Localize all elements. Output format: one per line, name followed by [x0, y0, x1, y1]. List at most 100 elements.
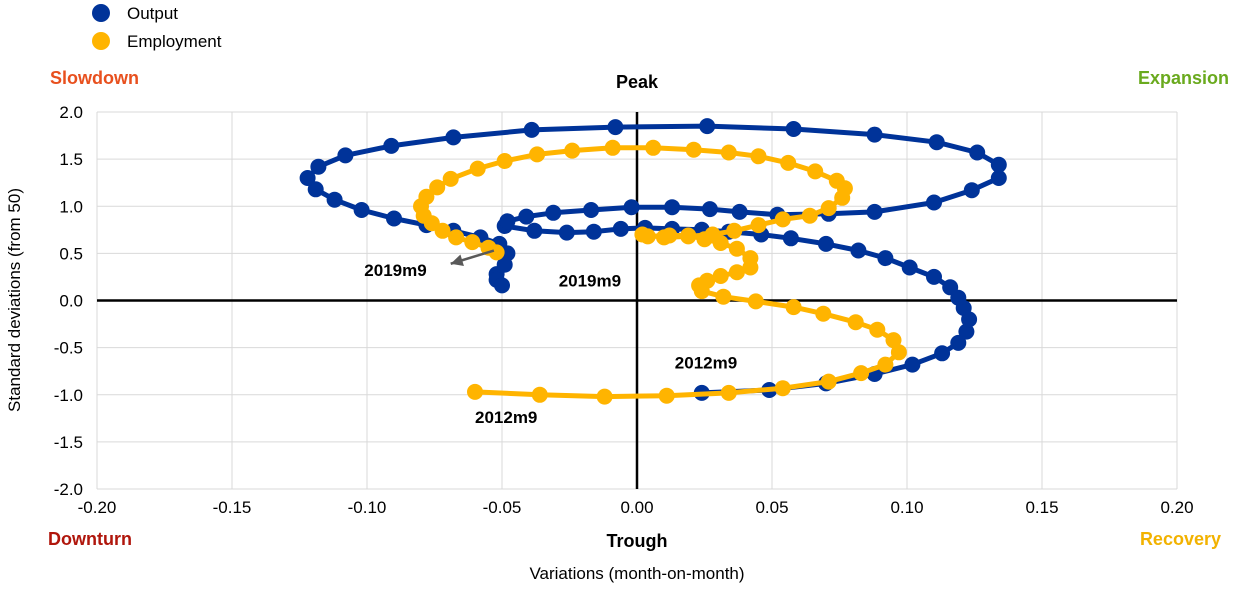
y-tick-label: -2.0	[54, 480, 83, 499]
point-output	[310, 158, 327, 175]
y-tick-label: 1.0	[59, 197, 83, 216]
point-employment	[828, 172, 845, 189]
point-employment	[780, 154, 797, 171]
quadrant-label-downturn: Downturn	[48, 529, 132, 549]
point-employment	[680, 228, 697, 245]
point-output	[950, 334, 967, 351]
point-employment	[785, 299, 802, 316]
series-employment	[413, 139, 907, 405]
point-output	[558, 224, 575, 241]
point-employment	[807, 163, 824, 180]
point-employment	[774, 211, 791, 228]
point-output	[612, 220, 629, 237]
annotation-label: 2012m9	[675, 353, 737, 372]
point-employment	[774, 380, 791, 397]
point-output	[782, 230, 799, 247]
point-output	[701, 201, 718, 218]
x-tick-labels: -0.20 -0.15 -0.10 -0.05 0.00 0.05 0.10 0.15 0.20	[78, 498, 1194, 517]
point-employment	[885, 332, 902, 349]
point-employment	[847, 314, 864, 331]
point-output	[518, 208, 535, 225]
axes	[97, 112, 1177, 489]
point-employment	[488, 244, 505, 261]
point-output	[926, 268, 942, 285]
x-tick-label: 0.20	[1160, 498, 1193, 517]
point-output	[326, 191, 343, 208]
point-output	[353, 202, 370, 218]
point-output	[607, 119, 624, 136]
y-axis-title: Standard deviations (from 50)	[5, 188, 24, 412]
y-tick-label: 0.5	[59, 244, 83, 263]
point-employment	[645, 139, 662, 156]
point-output	[969, 144, 986, 161]
point-employment	[704, 226, 721, 243]
point-employment	[869, 321, 886, 338]
point-employment	[750, 148, 767, 165]
point-employment	[434, 222, 451, 239]
point-employment	[728, 264, 745, 281]
point-output	[963, 182, 980, 199]
point-employment	[596, 388, 613, 405]
annotation-label: 2012m9	[475, 408, 537, 427]
y-tick-labels: 2.0 1.5 1.0 0.5 0.0 -0.5 -1.0 -1.5 -2.0	[54, 103, 83, 499]
x-tick-label: 0.05	[755, 498, 788, 517]
point-employment	[720, 144, 737, 161]
x-tick-label: -0.15	[213, 498, 252, 517]
point-employment	[726, 222, 743, 239]
annotation-label: 2019m9	[364, 261, 426, 280]
point-employment	[464, 234, 481, 251]
point-output	[299, 170, 316, 186]
point-employment	[820, 200, 837, 217]
point-employment	[469, 160, 486, 177]
annotation-arrow-head	[450, 254, 464, 266]
quadrant-label-trough: Trough	[607, 531, 668, 551]
point-employment	[712, 268, 729, 284]
point-output	[785, 121, 802, 137]
point-employment	[529, 146, 546, 163]
point-output	[990, 156, 1007, 173]
y-tick-label: -1.0	[54, 386, 83, 405]
point-output	[307, 181, 324, 198]
point-output	[958, 323, 975, 340]
legend-marker-employment	[92, 32, 110, 50]
point-employment	[604, 139, 621, 156]
point-employment	[467, 383, 483, 400]
point-output	[866, 203, 883, 220]
point-output	[904, 356, 921, 373]
point-output	[928, 134, 945, 151]
point-output	[850, 242, 867, 259]
point-employment	[715, 288, 732, 305]
point-output	[942, 279, 959, 296]
annotation-label: 2019m9	[559, 271, 621, 290]
point-employment	[442, 170, 459, 187]
y-tick-label: 1.5	[59, 150, 83, 169]
point-employment	[685, 141, 702, 158]
legend-label-employment: Employment	[127, 32, 222, 51]
legend-label-output: Output	[127, 4, 178, 23]
point-output	[664, 199, 681, 216]
quadrant-label-peak: Peak	[616, 72, 659, 92]
point-output	[337, 147, 354, 164]
point-employment	[699, 272, 716, 289]
point-employment	[448, 229, 465, 246]
point-employment	[853, 365, 870, 382]
point-output	[526, 222, 543, 239]
point-employment	[890, 344, 907, 361]
point-output	[583, 202, 600, 218]
quadrant-label-slowdown: Slowdown	[50, 68, 139, 88]
point-output	[494, 277, 510, 294]
y-tick-label: -0.5	[54, 339, 83, 358]
point-output	[383, 137, 400, 154]
point-employment	[750, 217, 767, 234]
point-output	[523, 121, 540, 138]
point-output	[901, 259, 918, 276]
x-tick-label: -0.05	[483, 498, 522, 517]
point-employment	[815, 305, 832, 322]
point-output	[934, 345, 951, 362]
legend: Output Employment	[92, 4, 222, 51]
point-employment	[634, 226, 651, 243]
point-employment	[496, 153, 513, 169]
x-axis-title: Variations (month-on-month)	[529, 564, 744, 583]
point-output	[818, 235, 834, 252]
